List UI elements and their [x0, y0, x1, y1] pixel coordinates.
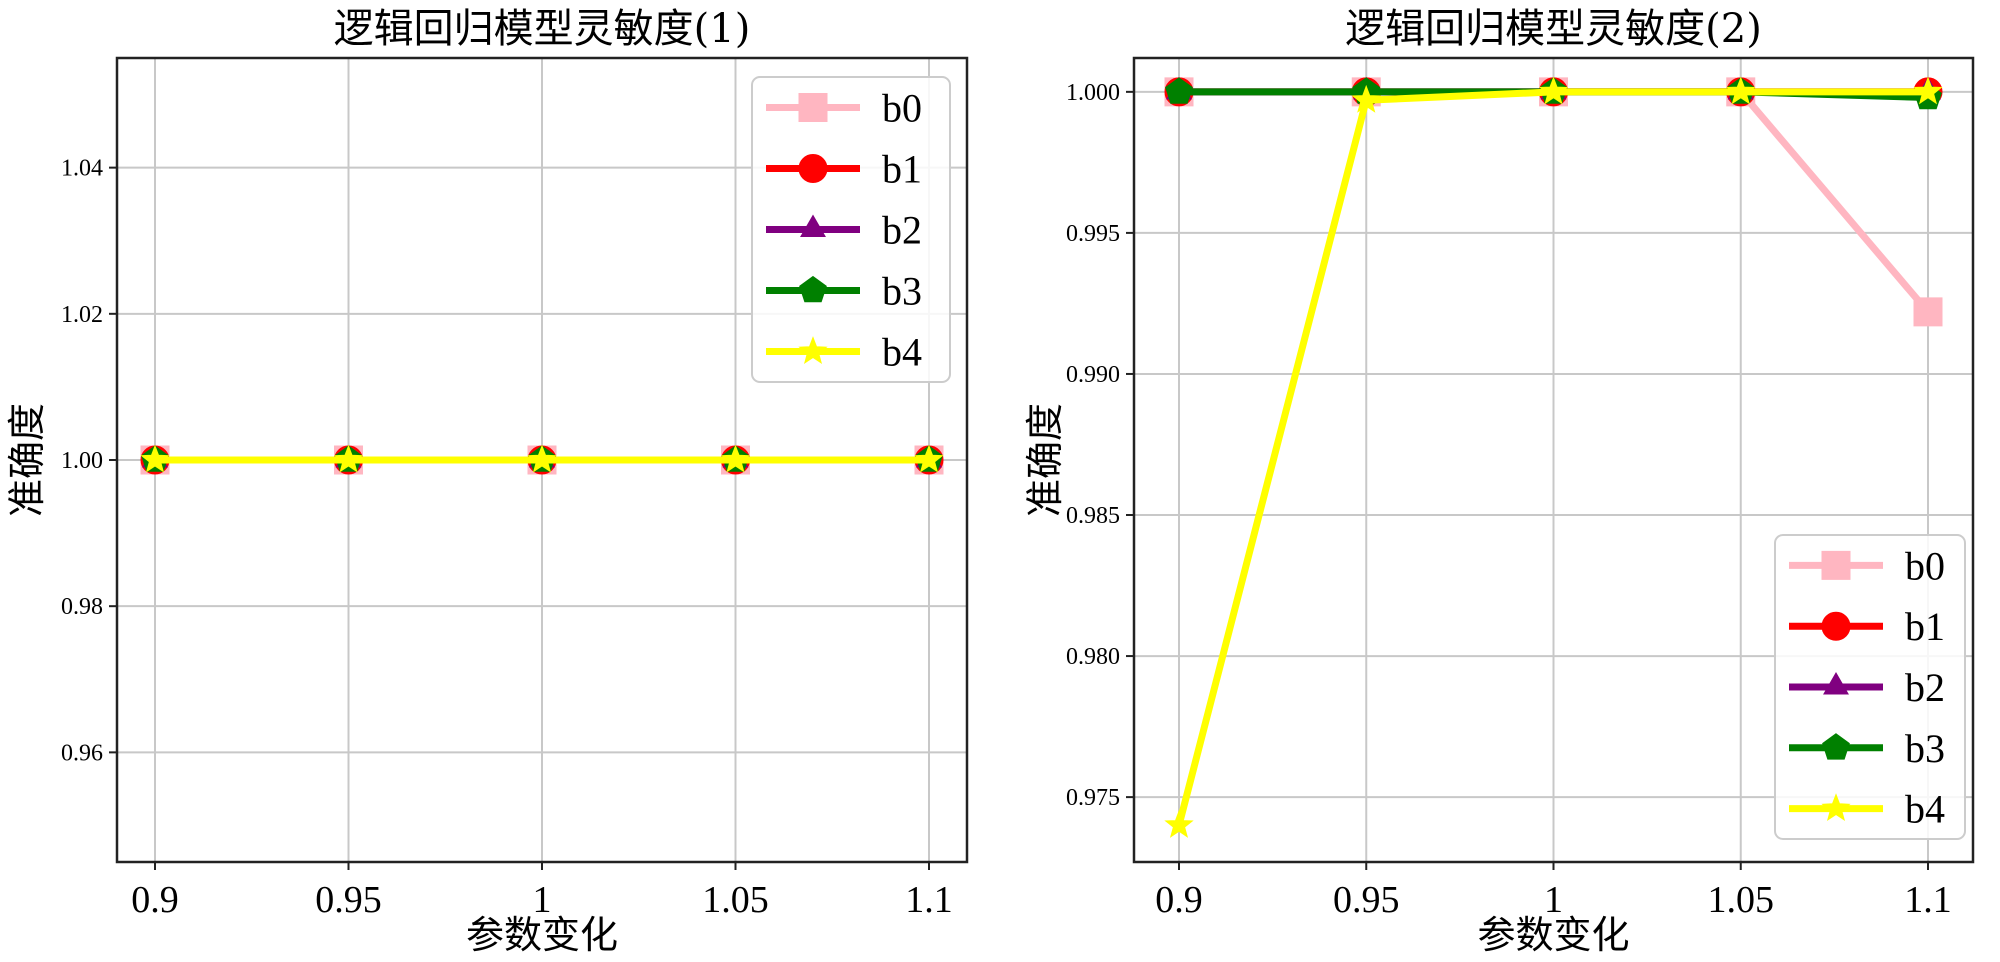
x-axis-label: 参数变化	[1477, 913, 1629, 957]
data-point-b4	[1913, 76, 1943, 105]
legend-marker-b4	[798, 336, 828, 364]
chart-panel-1: 0.96 0.98 1.00 1.02 1.04 0.9 0.95 1 1.05 1.1 逻辑回归模…	[5, 6, 969, 957]
y-axis-label: 准确度	[5, 403, 49, 517]
x-tick-label: 1	[533, 879, 552, 921]
x-tick-label: 1	[1544, 879, 1563, 921]
legend-marker-b3	[799, 275, 827, 303]
y-tick-label: 0.985	[1066, 503, 1120, 529]
data-point-b4	[720, 444, 751, 473]
x-tick-label: 0.9	[131, 879, 179, 921]
legend-item-b3: b3	[1789, 726, 1945, 771]
data-point-b4	[1538, 76, 1569, 105]
legend-marker-b1	[798, 154, 828, 183]
x-axis-label: 参数变化	[466, 913, 618, 957]
data-point-b3	[1165, 77, 1193, 104]
legend-marker-b2	[1823, 671, 1849, 695]
data-point-b4	[527, 444, 557, 473]
legend-label: b2	[882, 208, 922, 253]
x-tick-label: 1.1	[905, 879, 953, 921]
legend-item-b3: b3	[766, 269, 922, 314]
legend-label: b3	[882, 269, 922, 314]
data-point-b4	[1726, 76, 1756, 105]
legend-item-b1: b1	[1789, 604, 1945, 649]
legend-item-b1: b1	[766, 147, 922, 192]
data-point-b4	[914, 444, 944, 473]
legend-label: b4	[1905, 787, 1945, 832]
y-tick-label: 0.975	[1066, 785, 1120, 811]
y-axis-label: 准确度	[1023, 403, 1067, 517]
y-tick-label: 0.990	[1066, 362, 1120, 388]
legend-marker-b1	[1821, 611, 1851, 641]
x-tick-label: 0.9	[1155, 879, 1203, 921]
y-tick-label: 0.98	[61, 594, 103, 620]
x-tick-label: 0.95	[315, 879, 382, 921]
chart-panel-2: 0.975 0.980 0.985 0.990 0.995 1.000 0.9 0.95 1 1.…	[1023, 6, 1975, 957]
chart-title: 逻辑回归模型灵敏度(2)	[1345, 6, 1762, 52]
legend: b0 b1 b2 b3 b4	[1774, 534, 1966, 840]
y-tick-label: 0.96	[61, 740, 103, 766]
legend-label: b2	[1905, 665, 1945, 710]
legend-item-b4: b4	[1789, 787, 1945, 832]
x-tick-label: 1.1	[1904, 879, 1952, 921]
legend-marker-b2	[800, 214, 826, 237]
data-point-b4	[333, 444, 364, 473]
legend-marker-b4	[1821, 793, 1851, 822]
legend-label: b1	[882, 147, 922, 192]
legend-marker-b0	[798, 93, 828, 122]
x-tick-label: 1.05	[702, 879, 769, 921]
legend-label: b1	[1905, 604, 1945, 649]
legend-label: b3	[1905, 726, 1945, 771]
legend: b0 b1 b2 b3 b4	[751, 76, 951, 383]
chart-title: 逻辑回归模型灵敏度(1)	[334, 6, 751, 52]
data-point-b4	[1164, 809, 1194, 838]
legend-item-b2: b2	[1789, 665, 1945, 710]
legend-marker-b3	[1822, 733, 1850, 760]
x-tick-label: 0.95	[1333, 879, 1400, 921]
legend-item-b2: b2	[766, 208, 922, 253]
y-tick-label: 1.00	[61, 448, 103, 474]
y-tick-label: 0.980	[1066, 644, 1120, 670]
legend-marker-b0	[1821, 550, 1851, 580]
data-point-b0	[1913, 297, 1943, 327]
legend-label: b0	[882, 86, 922, 131]
legend-label: b0	[1905, 543, 1945, 588]
legend-item-b0: b0	[766, 86, 922, 131]
y-tick-label: 1.04	[61, 156, 103, 182]
x-tick-label: 1.05	[1708, 879, 1775, 921]
data-point-b4	[1351, 84, 1381, 113]
y-tick-label: 0.995	[1066, 221, 1120, 247]
legend-item-b0: b0	[1789, 543, 1945, 588]
y-tick-label: 1.000	[1066, 80, 1120, 106]
legend-label: b4	[882, 330, 922, 375]
legend-item-b4: b4	[766, 330, 922, 375]
data-point-b4	[140, 444, 170, 473]
y-tick-label: 1.02	[61, 302, 103, 328]
